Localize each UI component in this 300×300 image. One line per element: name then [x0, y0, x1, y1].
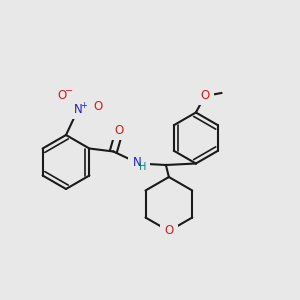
- Text: O: O: [164, 224, 173, 238]
- FancyBboxPatch shape: [196, 87, 214, 105]
- FancyBboxPatch shape: [49, 85, 74, 106]
- FancyBboxPatch shape: [68, 100, 88, 119]
- FancyBboxPatch shape: [128, 154, 150, 173]
- FancyBboxPatch shape: [88, 98, 107, 116]
- Text: N: N: [74, 103, 82, 116]
- FancyBboxPatch shape: [160, 222, 178, 240]
- Text: −: −: [65, 86, 73, 97]
- Text: H: H: [139, 162, 146, 172]
- Text: N: N: [133, 156, 142, 169]
- Text: O: O: [57, 89, 66, 103]
- Text: O: O: [93, 100, 102, 113]
- FancyBboxPatch shape: [110, 122, 128, 140]
- Text: O: O: [200, 89, 209, 103]
- Text: O: O: [115, 124, 124, 137]
- Text: +: +: [80, 100, 87, 109]
